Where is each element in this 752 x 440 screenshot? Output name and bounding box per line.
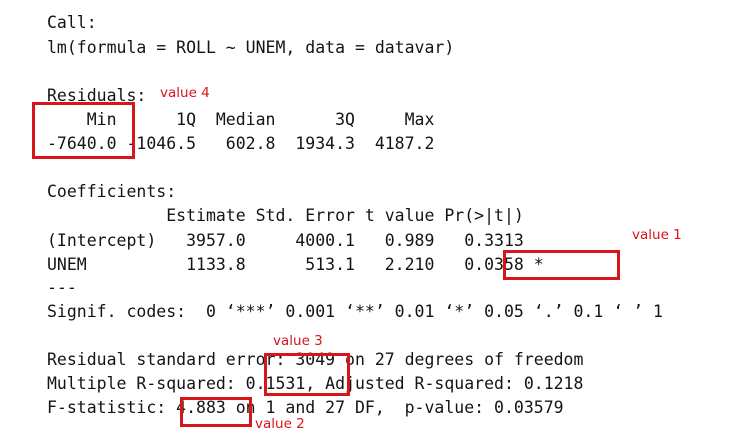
residuals-values: -7640.0 -1046.5 602.8 1934.3 4187.2 (47, 134, 435, 153)
residuals-column-headers: Min 1Q Median 3Q Max (47, 110, 435, 129)
highlight-box-value-2 (180, 397, 252, 427)
call-header: Call: (47, 13, 97, 32)
residual-standard-error: Residual standard error: 3049 on 27 degr… (47, 350, 584, 369)
f-statistic-line: F-statistic: 4.883 on 1 and 27 DF, p-val… (47, 398, 564, 417)
signif-codes-line: Signif. codes: 0 ‘***’ 0.001 ‘**’ 0.01 ‘… (47, 302, 663, 321)
highlight-box-value-1 (503, 250, 620, 280)
r-squared-line: Multiple R-squared: 0.1531, Adjusted R-s… (47, 374, 584, 393)
highlight-box-value-4 (32, 102, 135, 159)
coefficient-row-intercept: (Intercept) 3957.0 4000.1 0.989 0.3313 (47, 231, 524, 250)
annotation-label-value-4: value 4 (160, 85, 210, 101)
coefficients-column-headers: Estimate Std. Error t value Pr(>|t|) (47, 206, 524, 225)
residuals-header: Residuals: (47, 86, 147, 105)
annotation-label-value-2: value 2 (255, 416, 305, 432)
annotation-label-value-3: value 3 (273, 333, 323, 349)
separator-line: --- (47, 278, 77, 297)
annotation-label-value-1: value 1 (632, 227, 682, 243)
highlight-box-value-3 (264, 353, 350, 396)
coefficients-header: Coefficients: (47, 182, 177, 201)
call-formula: lm(formula = ROLL ~ UNEM, data = datavar… (47, 38, 455, 57)
coefficient-row-unem: UNEM 1133.8 513.1 2.210 0.0358 * (47, 255, 544, 274)
